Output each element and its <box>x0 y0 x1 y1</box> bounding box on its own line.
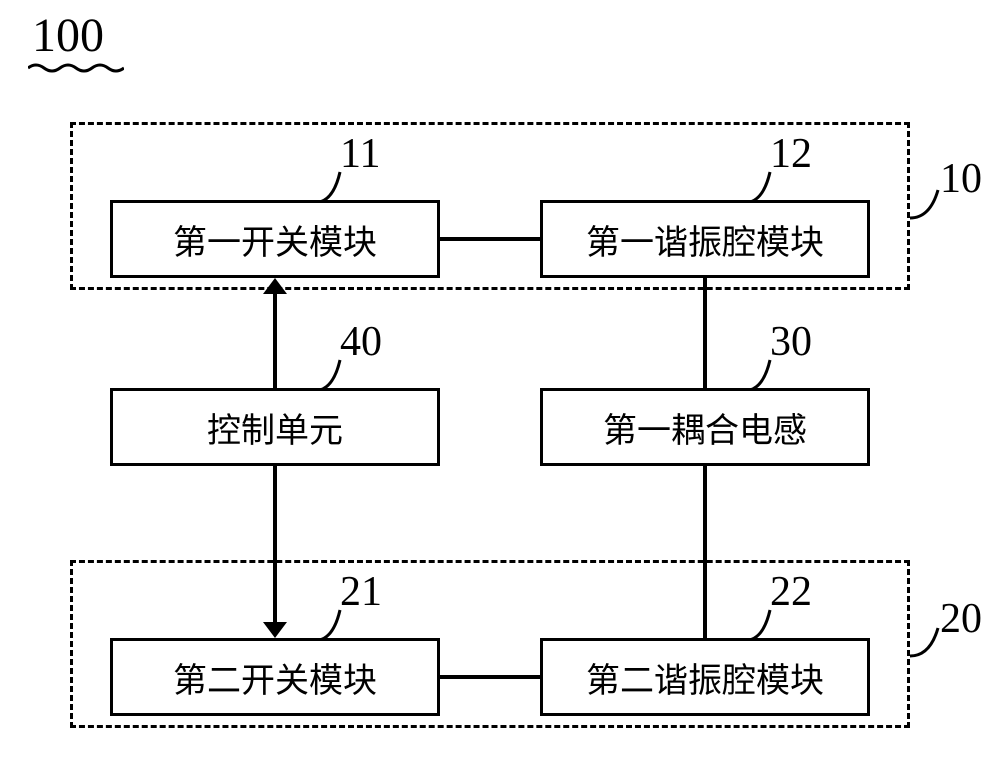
arrow-down-icon <box>263 622 287 638</box>
node-40-box: 控制单元 <box>110 388 440 466</box>
node-21-label: 第二开关模块 <box>173 653 377 702</box>
node-12-leader <box>750 168 780 202</box>
edge-11-12 <box>440 237 540 241</box>
node-40-leader <box>320 356 350 390</box>
edge-40-11-seg <box>273 290 277 388</box>
node-30-box: 第一耦合电感 <box>540 388 870 466</box>
node-22-leader <box>750 606 780 640</box>
node-11-box: 第一开关模块 <box>110 200 440 278</box>
edge-21-22 <box>440 675 540 679</box>
arrow-up-icon <box>263 278 287 294</box>
node-22-label: 第二谐振腔模块 <box>586 653 824 702</box>
node-21-leader <box>320 606 350 640</box>
node-30-label: 第一耦合电感 <box>603 403 807 452</box>
node-12-label: 第一谐振腔模块 <box>586 215 824 264</box>
node-40-label: 控制单元 <box>207 403 343 452</box>
node-11-label: 第一开关模块 <box>173 215 377 264</box>
node-21-box: 第二开关模块 <box>110 638 440 716</box>
node-12-box: 第一谐振腔模块 <box>540 200 870 278</box>
group-10-leader <box>910 180 950 220</box>
node-30-leader <box>750 356 780 390</box>
node-22-box: 第二谐振腔模块 <box>540 638 870 716</box>
wavy-underline <box>28 62 124 74</box>
figure-reference-number: 100 <box>32 8 104 63</box>
edge-30-22 <box>703 466 707 638</box>
group-20-leader <box>910 618 950 658</box>
edge-12-30 <box>703 278 707 388</box>
edge-40-21-seg <box>273 466 277 626</box>
node-11-leader <box>320 168 350 202</box>
